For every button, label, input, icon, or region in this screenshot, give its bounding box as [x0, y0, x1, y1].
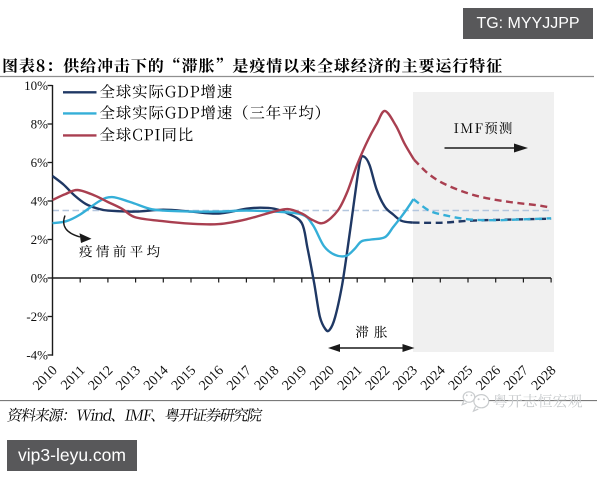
svg-text:2010: 2010	[30, 363, 60, 393]
svg-text:2023: 2023	[391, 363, 421, 393]
svg-text:-4%: -4%	[26, 348, 48, 363]
svg-text:10%: 10%	[24, 78, 48, 93]
svg-text:2028: 2028	[529, 363, 559, 393]
svg-text:-2%: -2%	[26, 309, 48, 324]
svg-text:2015: 2015	[169, 363, 199, 393]
svg-text:2016: 2016	[197, 363, 227, 393]
svg-text:2025: 2025	[446, 363, 476, 393]
svg-text:2026: 2026	[474, 363, 504, 393]
svg-text:4%: 4%	[31, 194, 49, 209]
svg-text:2014: 2014	[141, 363, 171, 393]
svg-text:2013: 2013	[114, 363, 144, 393]
svg-text:2024: 2024	[418, 363, 448, 393]
svg-text:2027: 2027	[501, 363, 531, 393]
svg-text:2%: 2%	[31, 232, 49, 247]
svg-text:2019: 2019	[280, 363, 310, 393]
svg-text:8%: 8%	[31, 117, 49, 132]
svg-text:2012: 2012	[86, 363, 116, 393]
svg-text:2020: 2020	[307, 363, 337, 393]
svg-text:0%: 0%	[31, 271, 49, 286]
svg-text:2021: 2021	[335, 363, 365, 393]
svg-text:2017: 2017	[224, 363, 254, 393]
svg-text:2022: 2022	[363, 363, 393, 393]
svg-text:2011: 2011	[58, 363, 88, 393]
svg-text:2018: 2018	[252, 363, 282, 393]
svg-text:6%: 6%	[31, 155, 49, 170]
